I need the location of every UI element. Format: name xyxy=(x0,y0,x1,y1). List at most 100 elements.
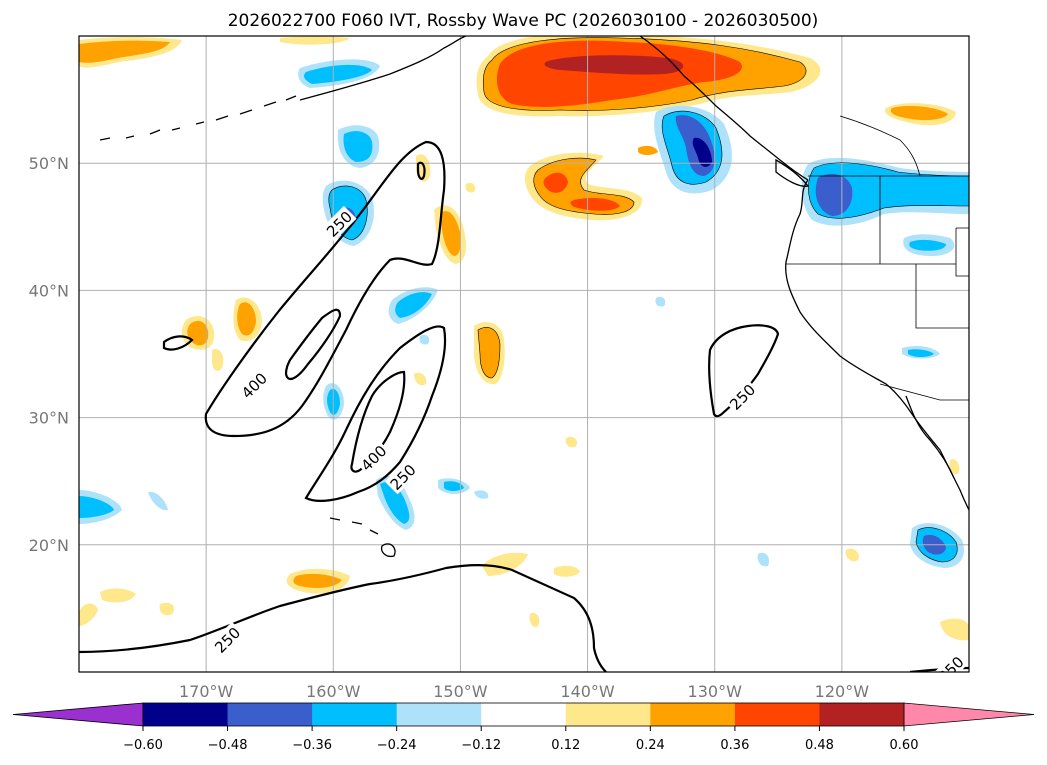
map-frame xyxy=(78,35,970,673)
negative-anomaly-small-3 xyxy=(148,491,168,511)
alaska-coastline xyxy=(299,36,809,181)
positive-anomaly-gulf-of-alaska-max xyxy=(544,55,684,75)
positive-anomaly-tropical-3 xyxy=(482,552,528,576)
ivt-contour-250-central xyxy=(304,325,447,502)
positive-anomaly-small-4 xyxy=(414,372,427,386)
positive-anomaly-north xyxy=(280,36,350,45)
negative-anomaly-small-5 xyxy=(757,552,770,567)
colorbar-over-extension xyxy=(903,702,1035,727)
ivt-contour-250-east xyxy=(708,324,780,418)
latitude-tick-labels: 20°N 30°N 40°N 50°N xyxy=(29,154,69,555)
vancouver-island xyxy=(775,158,810,187)
outline-column-148w xyxy=(477,327,501,379)
positive-anomaly-column-150w-core xyxy=(440,211,461,256)
colorbar-segment-6 xyxy=(650,703,736,726)
hawaiian-islands xyxy=(329,517,396,558)
positive-anomaly-tropical-1-core xyxy=(293,573,342,588)
ivt-contour-small-loop xyxy=(162,335,194,351)
colorbar-segment-1 xyxy=(227,703,313,726)
contour-label-bg xyxy=(236,367,272,403)
outline-mid-pacific xyxy=(533,157,635,215)
colorbar-tick-label: 0.12 xyxy=(551,738,580,753)
lon-tick-label: 150°W xyxy=(433,682,488,701)
positive-anomaly-ne-core xyxy=(890,106,948,121)
positive-anomaly-small-3 xyxy=(465,182,476,193)
us-mexico-border xyxy=(879,383,969,401)
negative-anomaly-small-6 xyxy=(655,296,666,307)
lon-tick-label: 160°W xyxy=(306,682,361,701)
colorbar-tick-label: 0.60 xyxy=(890,738,919,753)
negative-anomaly-aleutian-core xyxy=(304,64,372,84)
colorbar-tick-label: −0.24 xyxy=(377,738,417,753)
negative-anomaly-west-edge-core xyxy=(79,496,114,518)
positive-anomaly-tropical-9 xyxy=(845,548,859,562)
lat-tick-label: 50°N xyxy=(29,154,69,173)
ivt-contour-400-west xyxy=(284,308,342,381)
negative-anomaly-east-1-core xyxy=(909,239,946,251)
outline-pnw xyxy=(808,162,969,219)
negative-anomaly-155w-core xyxy=(395,292,432,318)
lon-tick-label: 130°W xyxy=(688,682,743,701)
contour-label-bg xyxy=(209,621,245,658)
baja-coast xyxy=(905,395,955,479)
ocean-background xyxy=(79,36,969,672)
contour-label-bg xyxy=(932,651,969,672)
contour-label-bg xyxy=(321,205,357,242)
colorbar: −0.60 −0.48 −0.36 −0.24 −0.12 0.12 0.24 0.36 0.4… xyxy=(12,702,1035,753)
outline-gulf-of-alaska xyxy=(482,37,807,111)
negative-anomaly-160w-north-core xyxy=(343,131,373,162)
colorbar-segment-4 xyxy=(481,703,567,726)
us-state-border-1 xyxy=(786,176,969,329)
outline-160w xyxy=(328,185,368,241)
colorbar-tick-label: 0.36 xyxy=(720,738,749,753)
colorbar-segment-3 xyxy=(396,703,482,726)
negative-anomaly-small-7 xyxy=(419,334,430,345)
colorbar-segment-5 xyxy=(565,703,651,726)
colorbar-tick-label: 0.24 xyxy=(636,738,665,753)
colorbar-tick-label: −0.60 xyxy=(123,738,163,753)
lat-tick-label: 30°N xyxy=(29,409,69,428)
lon-tick-label: 120°W xyxy=(815,682,870,701)
negative-anomaly-small-1-core xyxy=(444,481,464,491)
lat-tick-label: 20°N xyxy=(29,536,69,555)
ivt-contours xyxy=(79,140,969,672)
positive-anomaly-165w-core xyxy=(237,302,256,336)
map-title: 2026022700 F060 IVT, Rossby Wave PC (202… xyxy=(228,11,819,31)
colorbar-tick-label: −0.12 xyxy=(461,738,501,753)
positive-anomaly-tropical-4 xyxy=(554,565,580,577)
outline-alaska-coast xyxy=(661,110,723,185)
lat-tick-label: 40°N xyxy=(29,281,69,300)
colorbar-tick-label: −0.36 xyxy=(292,738,332,753)
positive-anomaly-small-5 xyxy=(565,436,578,448)
ivt-contour-250-west xyxy=(204,140,446,438)
negative-anomaly-alaska-coast-max xyxy=(692,137,712,167)
anomaly-shading xyxy=(79,36,969,641)
negative-anomaly-small-2 xyxy=(474,490,489,499)
colorbar-segment-2 xyxy=(312,703,398,726)
negative-anomaly-pacific-northwest-strong xyxy=(815,173,853,216)
alaska-canada-border xyxy=(839,115,921,177)
negative-anomaly-small-4-core xyxy=(908,349,934,357)
outline-baja xyxy=(915,527,958,563)
positive-anomaly-small-1 xyxy=(638,145,658,155)
longitude-tick-labels: 170°W 160°W 150°W 140°W 130°W 120°W xyxy=(179,682,869,701)
contour-label-bg xyxy=(724,378,760,415)
colorbar-frame xyxy=(142,702,905,727)
colorbar-under-extension xyxy=(12,702,144,727)
positive-anomaly-tropical-6 xyxy=(940,618,969,641)
ivt-contour-small-loop-2 xyxy=(416,161,426,180)
aleutian-islands xyxy=(99,95,297,141)
positive-anomaly-nw-corner-core xyxy=(79,40,170,63)
colorbar-segment-8 xyxy=(819,703,905,726)
positive-anomaly-169w xyxy=(212,349,224,371)
ivt-contour-400-central xyxy=(350,370,406,473)
colorbar-segment-0 xyxy=(143,703,229,726)
positive-anomaly-column-148w-core xyxy=(478,327,500,378)
political-borders xyxy=(786,115,969,401)
contour-label-bg xyxy=(384,458,421,495)
ivt-contour-250-south xyxy=(79,564,607,672)
lon-tick-label: 170°W xyxy=(179,682,234,701)
positive-anomaly-tropical-10 xyxy=(949,459,960,475)
